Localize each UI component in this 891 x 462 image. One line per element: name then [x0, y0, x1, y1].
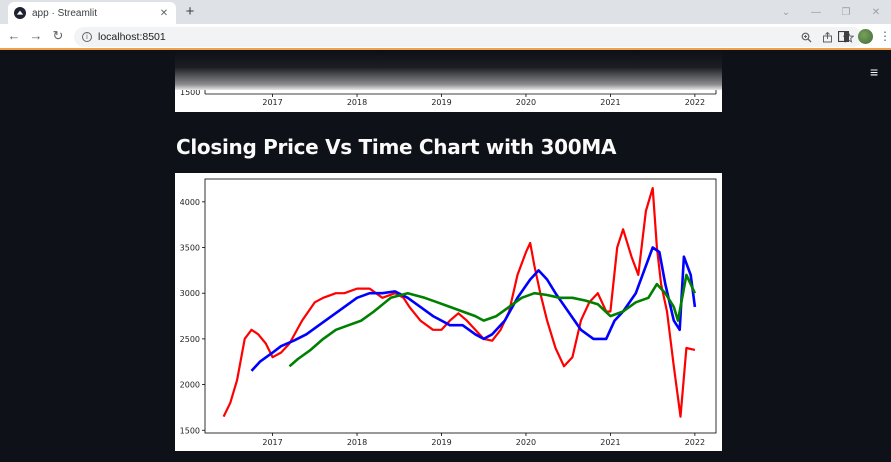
tab-title: app · Streamlit	[32, 7, 98, 19]
new-tab-button[interactable]: +	[185, 3, 195, 20]
back-icon[interactable]: ←	[7, 28, 21, 43]
x-tick-label: 2020	[516, 438, 536, 447]
previous-chart-ytick: 1500	[180, 88, 200, 97]
y-tick-label: 3000	[180, 289, 200, 298]
series-line	[222, 187, 696, 418]
streamlit-favicon-icon	[14, 7, 26, 19]
y-tick-label: 2500	[180, 335, 200, 344]
browser-tab[interactable]: app · Streamlit ✕	[8, 2, 176, 24]
browser-tab-bar: app · Streamlit ✕ + ⌄ — ❐ ✕	[0, 0, 891, 24]
tab-search-icon[interactable]: ⌄	[781, 6, 791, 18]
site-info-icon[interactable]: i	[82, 32, 92, 42]
side-panel-icon[interactable]	[838, 31, 849, 42]
previous-chart-x-tick-label: 2020	[516, 98, 536, 107]
forward-icon[interactable]: →	[29, 28, 43, 43]
streamlit-page: ≡ 1500 2017 2018 2019 2020 2021 2022 Closing …	[0, 52, 891, 462]
omnibox[interactable]: i localhost:8501	[74, 27, 862, 47]
x-tick-label: 2022	[685, 438, 705, 447]
window-controls: ⌄ — ❐ ✕	[771, 0, 891, 24]
previous-chart-x-tick-label: 2019	[431, 98, 451, 107]
plot-frame	[204, 178, 717, 434]
zoom-icon[interactable]	[801, 32, 812, 43]
profile-avatar[interactable]	[858, 29, 873, 44]
browser-menu-icon[interactable]: ⋮	[879, 29, 891, 43]
reload-icon[interactable]: ↻	[52, 28, 64, 43]
previous-chart: 1500 2017 2018 2019 2020 2021 2022	[175, 52, 722, 112]
previous-chart-x-tick-label: 2021	[600, 98, 620, 107]
address-bar: ← → ↻ i localhost:8501 ⋮	[0, 24, 891, 50]
x-tick-label: 2019	[431, 438, 451, 447]
x-tick-label: 2021	[600, 438, 620, 447]
x-tick-label: 2017	[262, 438, 282, 447]
closing-price-chart-svg: 2017 2018 2019 2020 2021 2022 1500 2000 2500 300…	[180, 178, 717, 447]
minimize-icon[interactable]: —	[811, 6, 821, 18]
x-tick-label: 2018	[347, 438, 367, 447]
series-line	[288, 273, 697, 368]
close-window-icon[interactable]: ✕	[871, 6, 881, 18]
share-icon[interactable]	[822, 31, 833, 43]
y-tick-label: 1500	[180, 426, 200, 435]
close-tab-icon[interactable]: ✕	[159, 7, 169, 19]
previous-chart-x-tick-label: 2022	[685, 98, 705, 107]
chart-heading: Closing Price Vs Time Chart with 300MA	[176, 135, 617, 159]
series-line	[250, 246, 697, 372]
main-menu-icon[interactable]: ≡	[870, 64, 879, 80]
y-tick-label: 2000	[180, 381, 200, 390]
previous-chart-x-tick-label: 2018	[347, 98, 367, 107]
previous-chart-x-tick-label: 2017	[262, 98, 282, 107]
scroll-fade	[175, 52, 722, 90]
y-tick-label: 4000	[180, 198, 200, 207]
closing-price-chart: 2017 2018 2019 2020 2021 2022 1500 2000 2500 300…	[175, 173, 722, 451]
restore-icon[interactable]: ❐	[841, 6, 851, 18]
y-tick-label: 3500	[180, 244, 200, 253]
url-text[interactable]: localhost:8501	[98, 31, 166, 43]
